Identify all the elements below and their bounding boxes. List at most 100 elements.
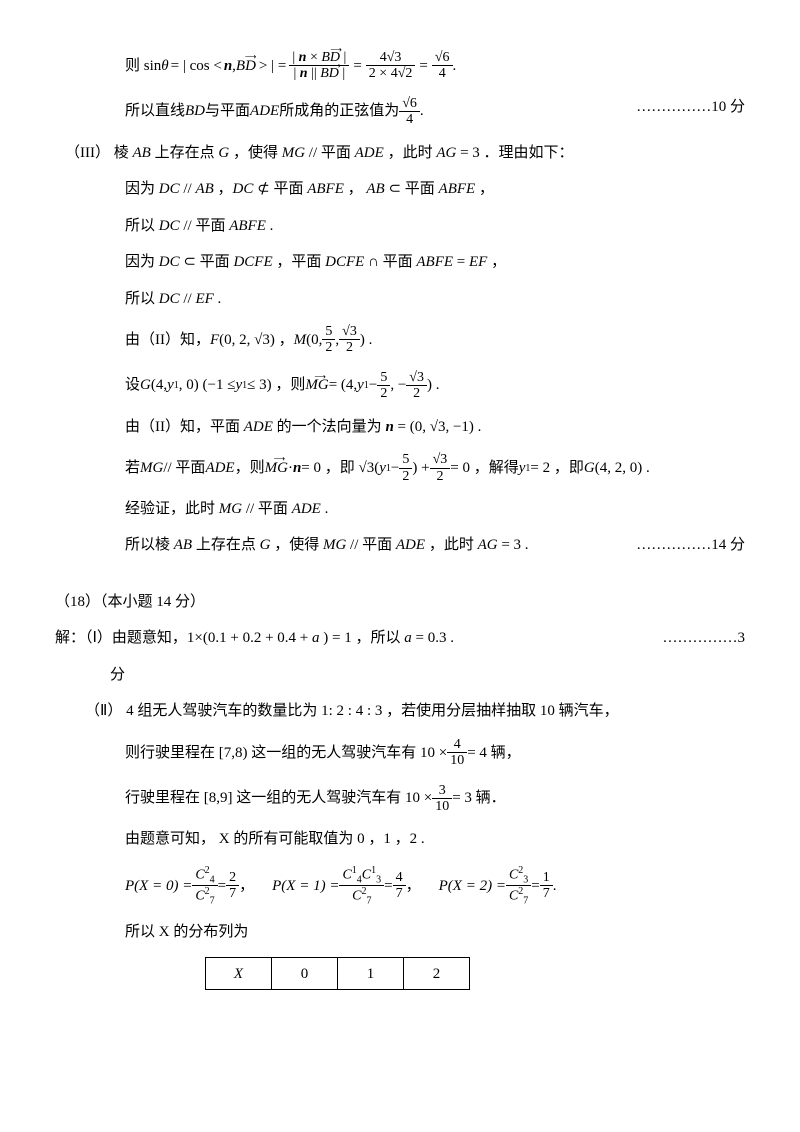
m: M xyxy=(294,329,307,352)
q18-title: （18）（本小题 14 分） xyxy=(55,591,745,614)
mg: MG xyxy=(219,501,242,517)
p2: 所以直线 BD 与平面 ADE 所成角的正弦值为 √6 4 . ……………10 … xyxy=(55,96,745,128)
c: C xyxy=(195,868,204,883)
t: ， xyxy=(491,254,506,270)
l: 4 xyxy=(210,874,215,885)
n: 5 xyxy=(377,370,390,386)
n: 4 xyxy=(447,737,467,753)
g: G xyxy=(584,457,595,480)
table-cell: 2 xyxy=(404,958,470,990)
l: 3 xyxy=(376,874,381,885)
t: ， xyxy=(218,181,233,197)
table-cell: 1 xyxy=(338,958,404,990)
t: = 3 ．理由如下： xyxy=(460,145,573,161)
t: 所成角的正弦值为 xyxy=(279,100,399,123)
q18-2d: P(X = 0) = C24 C27 = 27 ， P(X = 1) = C14… xyxy=(55,865,745,907)
y: y xyxy=(519,457,526,480)
t: P(X = 2) = xyxy=(439,875,506,898)
t: (4, 2, 0) . xyxy=(595,457,650,480)
d: 2 xyxy=(339,340,360,355)
ade: ADE xyxy=(205,457,234,480)
ab: AB xyxy=(174,537,192,553)
d: 7 xyxy=(540,886,553,901)
t: 则 sin xyxy=(125,55,161,78)
px1: P(X = 1) = C14C13 C27 = 47 ， xyxy=(272,865,420,907)
t: , − xyxy=(390,374,406,397)
l: 7 xyxy=(210,896,215,907)
t: ，则 xyxy=(235,457,265,480)
t: ⊂ 平面 xyxy=(183,254,233,270)
d: 2 xyxy=(406,386,427,401)
n: 3 xyxy=(432,783,452,799)
t: = xyxy=(353,55,361,78)
p5: 所以 DC // 平面 ABFE . xyxy=(55,215,745,238)
t: 棱 xyxy=(114,145,133,161)
t: (4, xyxy=(151,374,167,397)
ef: EF xyxy=(469,254,487,270)
mg: MG xyxy=(323,537,346,553)
ag: AG xyxy=(478,537,498,553)
g: G xyxy=(218,145,229,161)
frac: √6 4 xyxy=(399,96,420,128)
distribution-table: X 0 1 2 xyxy=(205,957,470,990)
n: √6 xyxy=(432,50,453,66)
frac: 47 xyxy=(393,870,406,902)
t: = 4 辆， xyxy=(467,742,520,765)
c: C xyxy=(509,868,518,883)
table-cell: 0 xyxy=(272,958,338,990)
x: X xyxy=(234,966,243,982)
t: = (4, xyxy=(329,374,357,397)
t: 所以直线 xyxy=(125,100,185,123)
g: G xyxy=(260,537,271,553)
frac: 52 xyxy=(399,452,412,484)
frac: 52 xyxy=(377,370,390,402)
t: P(X = 0) = xyxy=(125,875,192,898)
t: ，此时 xyxy=(429,537,478,553)
n: √6 xyxy=(399,96,420,112)
t: 经验证，此时 xyxy=(125,501,219,517)
n: n xyxy=(385,419,393,435)
t: 行驶里程在 [8,9] 这一组的无人驾驶汽车有 10 × xyxy=(125,787,432,810)
px0: P(X = 0) = C24 C27 = 27 ， xyxy=(125,865,254,907)
px2: P(X = 2) = C23 C27 = 17 . xyxy=(439,865,557,907)
d: 2 xyxy=(377,386,390,401)
frac: C23 C27 xyxy=(506,865,531,907)
t: 由（II）知，平面 xyxy=(125,419,244,435)
l: 7 xyxy=(366,896,371,907)
t: ) = 1 ，所以 xyxy=(323,630,404,646)
n: 1 xyxy=(540,870,553,886)
n: 4√3 xyxy=(366,50,416,66)
frac: 310 xyxy=(432,783,452,815)
dcfe: DCFE xyxy=(325,254,364,270)
t: = 2 ，即 xyxy=(530,457,583,480)
t: | xyxy=(342,66,345,81)
frac: √32 xyxy=(339,324,360,356)
ag: AG xyxy=(436,145,456,161)
d: 10 xyxy=(447,753,467,768)
q18-2e: 所以 X 的分布列为 xyxy=(55,921,745,944)
t: 所以 xyxy=(125,291,159,307)
t: − xyxy=(391,457,399,480)
p3: （III） 棱 AB 上存在点 G ，使得 MG // 平面 ADE ，此时 A… xyxy=(55,142,745,165)
dc: DC xyxy=(159,181,180,197)
frac: C24 C27 xyxy=(192,865,217,907)
abfe: ABFE xyxy=(439,181,476,197)
ab: AB xyxy=(195,181,213,197)
t: ) . xyxy=(427,374,440,397)
t: // 平面 xyxy=(163,457,205,480)
vec-n: n xyxy=(224,55,232,78)
y: y xyxy=(357,374,364,397)
ef: EF xyxy=(195,291,213,307)
frac: √32 xyxy=(406,370,427,402)
t: = 0 ，即 √3( xyxy=(301,457,379,480)
t: . xyxy=(420,100,424,123)
t: // xyxy=(183,181,195,197)
n: n xyxy=(293,457,301,480)
t: // 平面 xyxy=(246,501,292,517)
t: − xyxy=(369,374,377,397)
a: a xyxy=(404,630,412,646)
t: 因为 xyxy=(125,181,159,197)
t: ， xyxy=(348,181,367,197)
frac: C14C13 C27 xyxy=(339,865,384,907)
n: 5 xyxy=(399,452,412,468)
